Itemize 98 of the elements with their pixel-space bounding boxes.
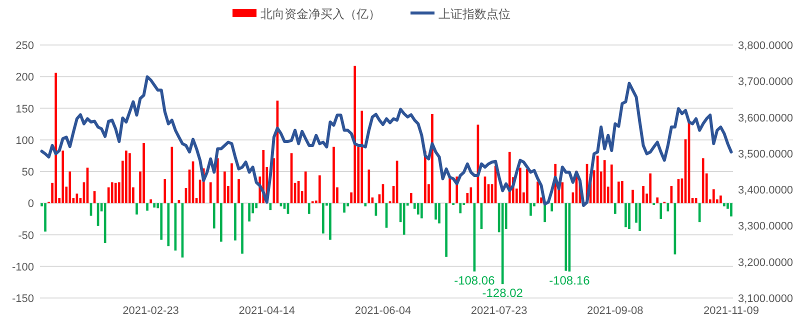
- bar: [564, 203, 568, 271]
- bar: [224, 172, 226, 204]
- y-tick-label: 50: [22, 166, 34, 178]
- bar: [136, 203, 138, 215]
- bar: [638, 203, 641, 231]
- bar: [621, 180, 624, 204]
- bar: [459, 203, 462, 214]
- data-label: -108.16: [549, 274, 590, 288]
- y-tick-label: 0: [28, 198, 34, 210]
- bar: [220, 203, 222, 242]
- x-tick-label: 2021-09-08: [587, 305, 644, 317]
- bar: [212, 203, 216, 228]
- bar: [146, 203, 148, 211]
- y2-tick-label: 3,300.0000: [738, 220, 794, 233]
- y-tick-label: 100: [16, 134, 34, 147]
- bar: [536, 182, 539, 204]
- bar: [238, 179, 240, 204]
- bar: [209, 182, 212, 204]
- bar: [526, 168, 528, 204]
- bar: [730, 203, 732, 216]
- bar: [322, 203, 324, 234]
- bar: [248, 203, 250, 222]
- bar: [110, 182, 114, 204]
- bar: [142, 143, 145, 204]
- bar: [530, 203, 532, 216]
- y2-tick-label: 3,700.0000: [738, 76, 794, 88]
- bar: [642, 186, 644, 204]
- legend-label: 北向资金净买入（亿）: [260, 7, 380, 21]
- y2-tick-label: 3,800.0000: [738, 40, 794, 52]
- bar: [723, 203, 726, 206]
- bar: [431, 114, 434, 204]
- bar: [128, 153, 131, 204]
- bar: [618, 182, 620, 204]
- bar: [62, 150, 64, 204]
- bar: [610, 164, 613, 204]
- y2-tick-label: 3,200.0000: [738, 256, 794, 269]
- x-tick-label: 2021-06-04: [354, 305, 412, 317]
- bar: [234, 203, 236, 240]
- bar: [720, 196, 722, 204]
- bar: [125, 150, 128, 204]
- bar: [354, 66, 356, 204]
- y-tick-label: -100: [12, 261, 34, 274]
- bar: [649, 173, 652, 204]
- data-label: -108.06: [454, 273, 496, 288]
- data-label: -128.02: [482, 286, 524, 300]
- bar: [308, 203, 310, 214]
- bar: [364, 203, 367, 206]
- bar: [280, 203, 282, 206]
- bar: [241, 203, 244, 254]
- bar: [114, 182, 117, 204]
- bar: [153, 203, 156, 208]
- bar: [44, 203, 46, 232]
- y-tick-label: 250: [16, 40, 34, 52]
- x-tick-label: 2021-04-14: [238, 305, 296, 317]
- bar: [445, 203, 448, 257]
- bar: [550, 203, 553, 212]
- x-tick-label: 2021-02-23: [122, 305, 179, 317]
- bar: [656, 197, 659, 204]
- bar: [702, 158, 704, 204]
- bar: [318, 175, 321, 204]
- bar: [68, 172, 72, 204]
- bar: [420, 203, 423, 218]
- legend-label: 上证指数点位: [438, 7, 510, 21]
- bar: [343, 203, 346, 213]
- bar: [624, 203, 627, 228]
- y-tick-label: -50: [18, 230, 34, 242]
- bar: [332, 146, 335, 204]
- bar: [434, 203, 437, 220]
- bar: [304, 172, 307, 204]
- y-tick-label: -150: [12, 293, 34, 305]
- x-tick-label: 2021-11-09: [704, 305, 759, 317]
- bar: [216, 158, 219, 204]
- bar: [660, 203, 662, 219]
- bar: [603, 160, 606, 204]
- bar: [54, 72, 57, 204]
- bar: [230, 163, 233, 204]
- bar: [164, 179, 166, 204]
- y2-tick-label: 3,600.0000: [738, 112, 794, 124]
- bar: [329, 203, 332, 240]
- bar: [632, 190, 634, 204]
- y2-tick-label: 3,100.0000: [738, 293, 794, 305]
- y2-tick-label: 3,500.0000: [738, 148, 794, 160]
- bar: [410, 193, 412, 204]
- y-tick-label: 200: [16, 72, 34, 84]
- bar: [360, 110, 364, 204]
- bar: [167, 203, 170, 246]
- bar: [614, 203, 616, 214]
- bar: [712, 189, 715, 204]
- y-tick-label: 150: [16, 103, 34, 116]
- bar: [628, 203, 630, 230]
- y2-tick-label: 3,400.0000: [738, 184, 794, 197]
- bar: [150, 199, 152, 204]
- bar: [561, 182, 564, 204]
- bar: [438, 203, 440, 224]
- bar: [417, 203, 420, 215]
- bar: [519, 168, 522, 204]
- x-tick-label: 2021-07-23: [470, 305, 528, 317]
- bar: [160, 203, 163, 240]
